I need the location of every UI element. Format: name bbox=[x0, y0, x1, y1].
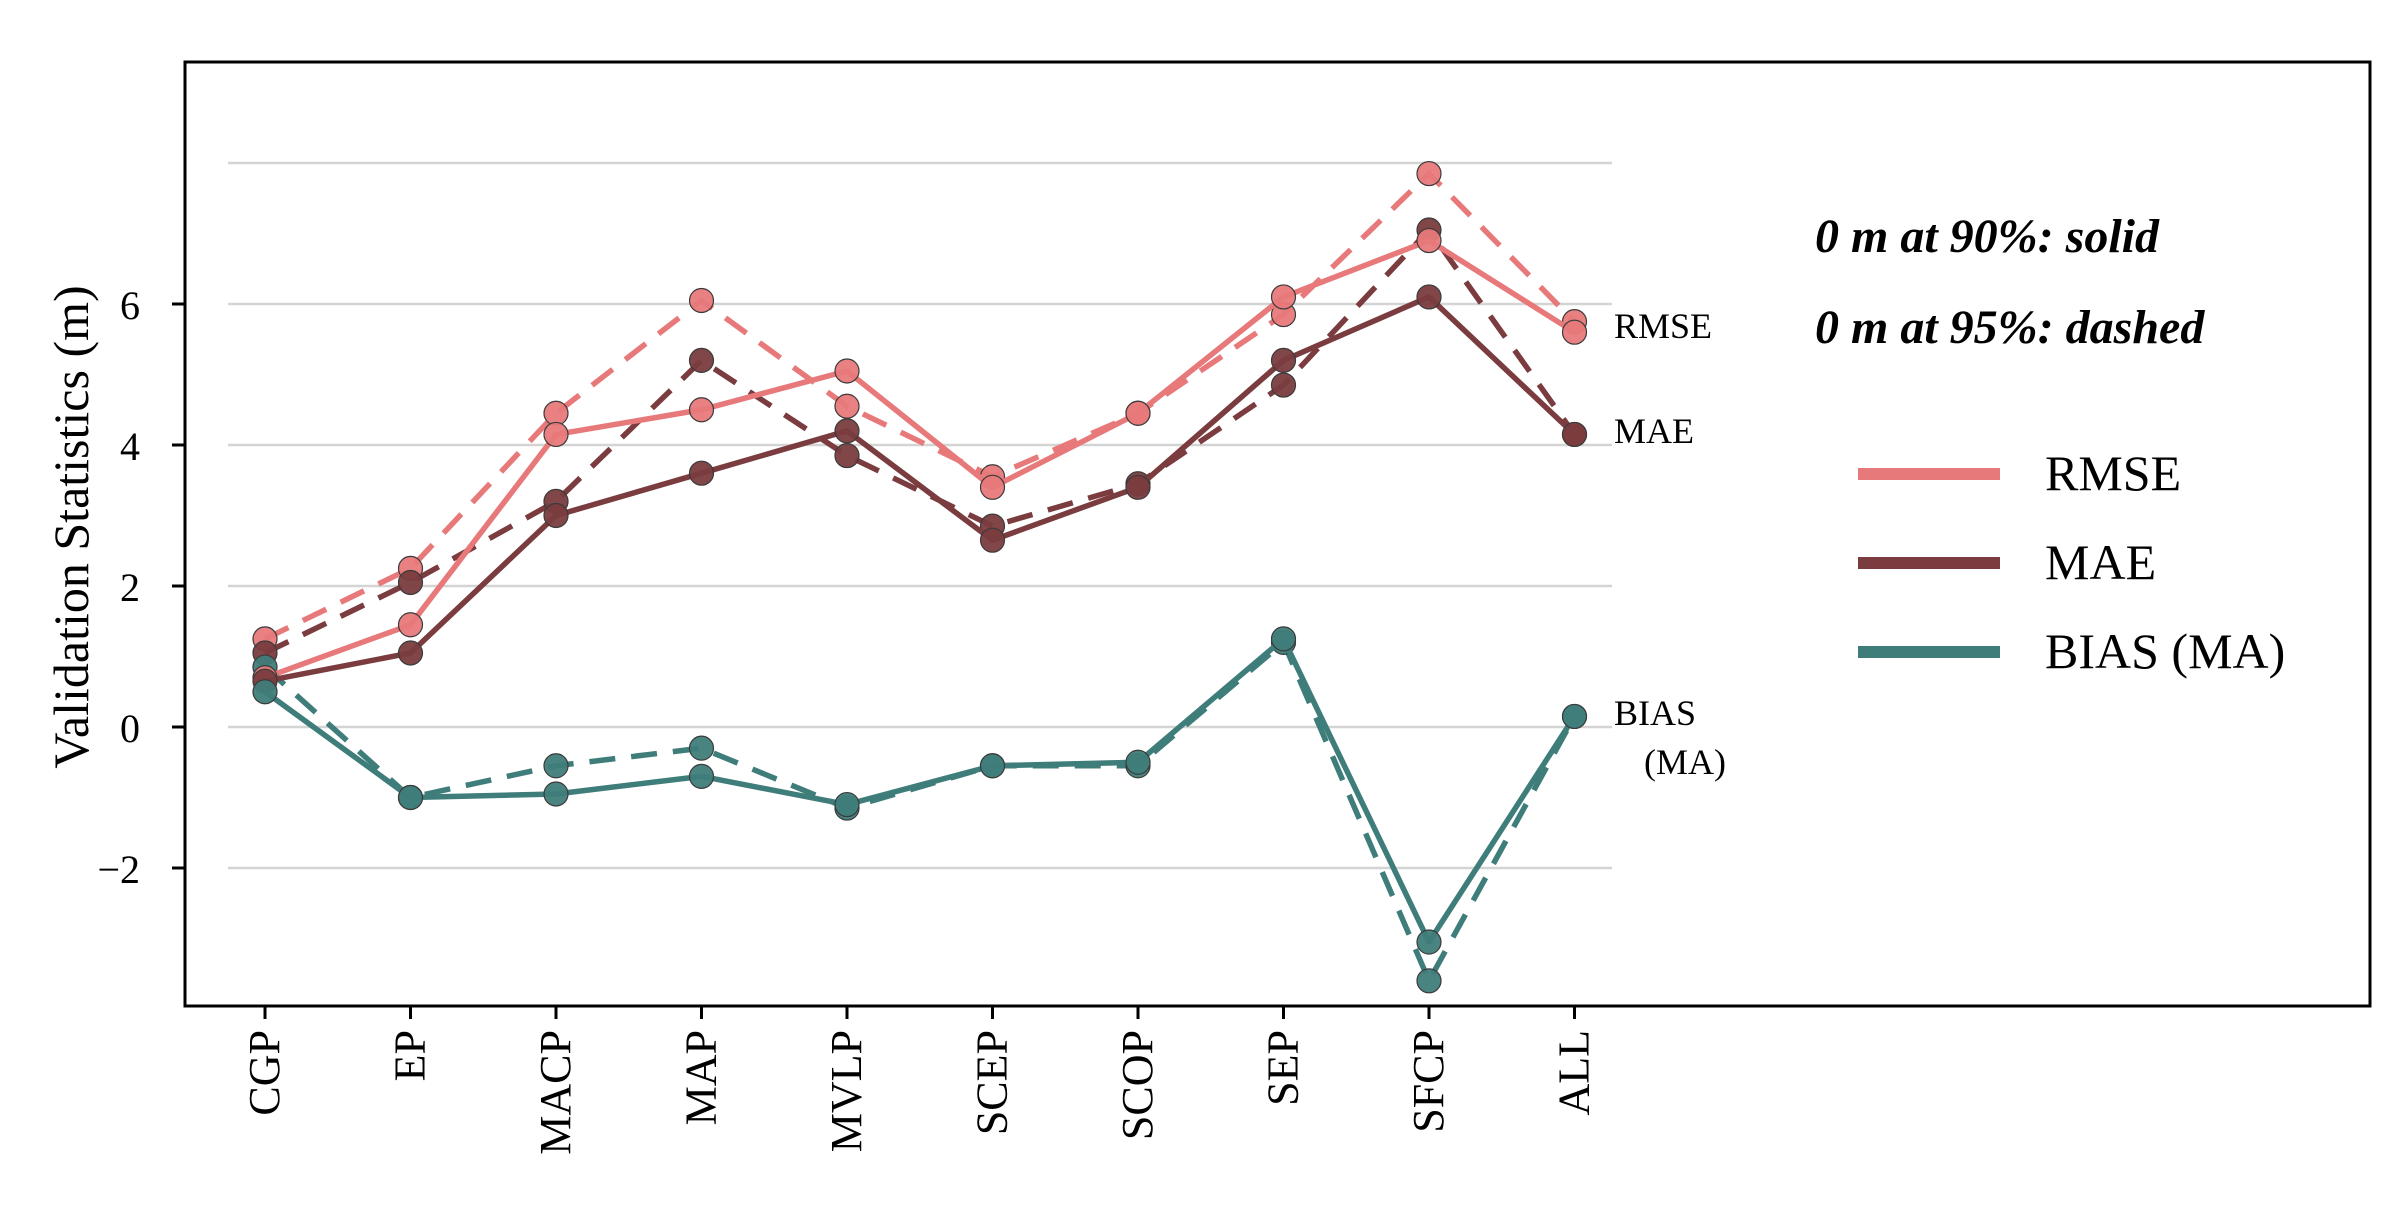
data-point bbox=[834, 418, 860, 444]
series-rmse-solid bbox=[252, 227, 1588, 691]
series-line-bias-ma-solid bbox=[263, 636, 1577, 945]
data-point bbox=[397, 612, 424, 638]
x-tick-label: SCEP bbox=[968, 1030, 1017, 1135]
series-line-rmse-dashed bbox=[263, 170, 1577, 642]
data-point bbox=[834, 358, 860, 384]
data-point bbox=[1561, 421, 1588, 448]
data-point bbox=[979, 753, 1006, 779]
series-line-rmse-solid bbox=[264, 237, 1576, 681]
series-rmse-dashed bbox=[252, 160, 1588, 652]
data-point bbox=[979, 527, 1006, 553]
data-point bbox=[1416, 929, 1442, 955]
series-mae-solid bbox=[252, 284, 1588, 694]
data-point bbox=[543, 421, 569, 448]
x-tick-label: SFCP bbox=[1404, 1030, 1453, 1133]
data-point bbox=[688, 763, 715, 789]
x-tick-label: MACP bbox=[531, 1030, 580, 1155]
data-point bbox=[688, 287, 715, 314]
data-point bbox=[543, 502, 569, 529]
series-line-bias-ma-dashed bbox=[263, 639, 1577, 984]
data-point bbox=[543, 781, 569, 807]
y-tick-label: 0 bbox=[120, 706, 140, 751]
y-tick-label: −2 bbox=[97, 847, 140, 892]
data-point bbox=[543, 400, 569, 426]
data-point bbox=[1270, 284, 1297, 310]
series-group bbox=[252, 160, 1588, 994]
x-tick-label: SEP bbox=[1259, 1030, 1308, 1106]
data-point bbox=[1125, 749, 1151, 775]
legend-label: BIAS (MA) bbox=[2045, 623, 2285, 679]
data-point bbox=[834, 393, 860, 419]
data-point bbox=[397, 784, 424, 811]
data-point bbox=[834, 442, 860, 469]
gridlines bbox=[228, 161, 1612, 870]
data-point bbox=[1416, 284, 1442, 310]
data-point bbox=[1270, 347, 1297, 373]
legend: RMSE MAE BIAS (MA) bbox=[1858, 445, 2285, 679]
data-point bbox=[1125, 474, 1151, 500]
data-point bbox=[1416, 968, 1442, 994]
y-tick-label: 6 bbox=[120, 283, 140, 328]
data-point bbox=[688, 397, 715, 423]
data-point bbox=[688, 347, 715, 373]
series-bias-ma-solid bbox=[252, 626, 1588, 955]
annotation-dashed: 0 m at 95%: dashed bbox=[1815, 301, 2205, 354]
x-tick-label: EP bbox=[386, 1030, 435, 1081]
x-axis: CGP EP MACP MAP MVLP SCEP SCOP SEP SFCP ALL bbox=[240, 1006, 1599, 1155]
data-point bbox=[1270, 372, 1297, 398]
data-point bbox=[1270, 626, 1297, 652]
legend-label: RMSE bbox=[2045, 445, 2181, 501]
data-point bbox=[397, 640, 424, 666]
x-tick-label: MVLP bbox=[822, 1030, 871, 1152]
y-axis-label: Validation Statistics (m) bbox=[43, 285, 99, 768]
data-point bbox=[834, 791, 860, 818]
x-tick-label: MAP bbox=[677, 1030, 726, 1125]
series-line-mae-solid bbox=[264, 294, 1577, 684]
data-point bbox=[1561, 319, 1588, 345]
data-point bbox=[1125, 400, 1151, 426]
data-point bbox=[252, 679, 278, 705]
data-point bbox=[397, 569, 424, 596]
y-tick-label: 4 bbox=[120, 424, 140, 469]
end-label-bias-line2: (MA) bbox=[1644, 742, 1726, 782]
end-label-mae: MAE bbox=[1614, 411, 1694, 451]
end-label-bias-line1: BIAS bbox=[1614, 693, 1696, 733]
y-tick-label: 2 bbox=[120, 565, 140, 610]
data-point bbox=[688, 460, 715, 486]
data-point bbox=[543, 753, 569, 779]
data-point bbox=[979, 474, 1006, 500]
annotation-solid: 0 m at 90%: solid bbox=[1815, 210, 2160, 263]
data-point bbox=[1561, 703, 1588, 730]
y-axis: −2 0 2 4 6 bbox=[97, 283, 185, 892]
x-tick-label: SCOP bbox=[1113, 1030, 1162, 1140]
x-tick-label: CGP bbox=[240, 1030, 289, 1116]
legend-label: MAE bbox=[2045, 534, 2156, 590]
plot-frame bbox=[183, 60, 2372, 1008]
data-point bbox=[688, 735, 715, 761]
data-point bbox=[1416, 227, 1442, 254]
data-point bbox=[1416, 160, 1442, 187]
series-bias-ma-dashed bbox=[252, 629, 1588, 994]
x-tick-label: ALL bbox=[1550, 1030, 1599, 1116]
end-label-rmse: RMSE bbox=[1614, 306, 1712, 346]
